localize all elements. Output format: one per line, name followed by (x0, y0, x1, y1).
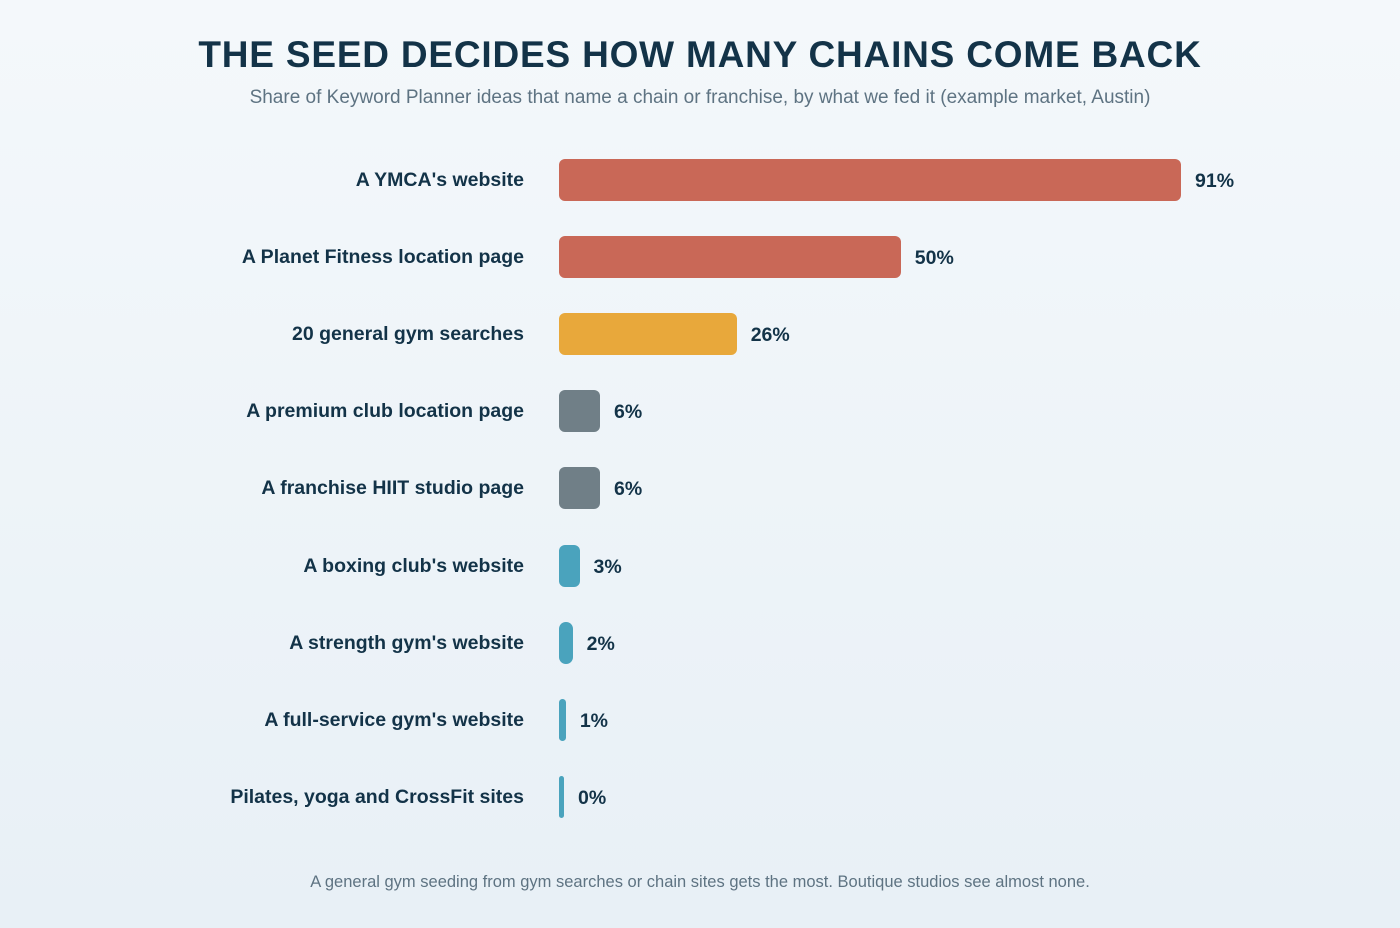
value-label: 50% (914, 247, 954, 270)
category-label: A premium club location page (246, 400, 524, 423)
bar (559, 621, 573, 664)
bar (559, 544, 580, 587)
value-label: 1% (579, 709, 609, 732)
value-label: 3% (593, 555, 622, 578)
chart-footnote: A general gym seeding from gym searches … (310, 873, 1090, 891)
value-label: 0% (578, 786, 607, 809)
bar (559, 775, 564, 818)
chart-title: THE SEED DECIDES HOW MANY CHAINS COME BA… (198, 34, 1202, 75)
chart-subtitle: Share of Keyword Planner ideas that name… (249, 87, 1151, 108)
category-label: A franchise HIIT studio page (261, 477, 524, 500)
category-label: A boxing club's website (303, 554, 524, 577)
value-label: 26% (750, 324, 790, 347)
value-label: 6% (614, 478, 643, 501)
category-label: A full-service gym's website (264, 708, 524, 731)
category-label: A Planet Fitness location page (241, 246, 524, 269)
bar (559, 236, 901, 279)
category-label: A strength gym's website (289, 631, 524, 654)
bar (559, 467, 600, 510)
bar (559, 313, 737, 356)
value-label: 2% (586, 632, 615, 655)
value-label: 6% (614, 401, 643, 424)
category-label: A YMCA's website (355, 169, 524, 191)
value-label: 91% (1195, 170, 1235, 192)
bar (559, 390, 600, 433)
category-label: Pilates, yoga and CrossFit sites (230, 785, 524, 808)
bar (559, 698, 566, 741)
category-label: 20 general gym searches (292, 323, 524, 346)
bar (559, 159, 1181, 201)
